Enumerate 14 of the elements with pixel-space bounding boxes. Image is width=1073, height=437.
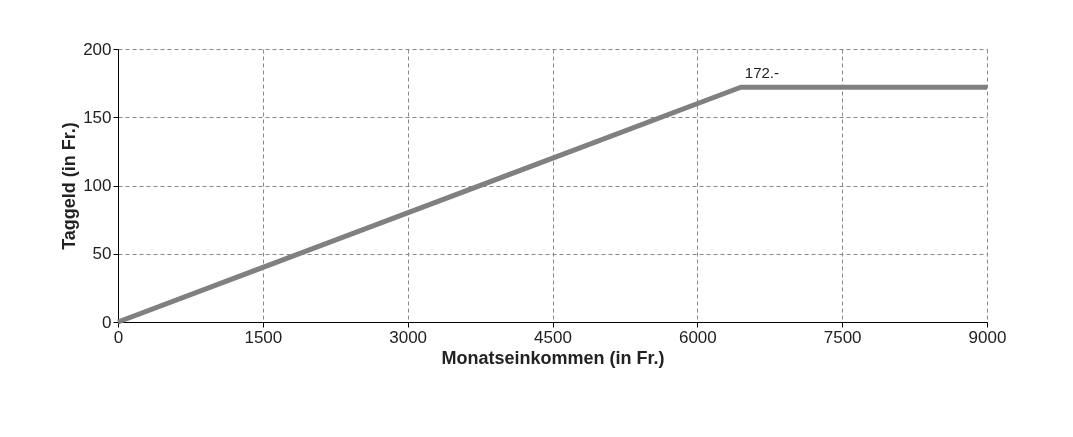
- annotation: 172.-: [744, 64, 779, 82]
- x-tick-label: 9000: [968, 327, 1007, 347]
- x-axis-title: Monatseinkommen (in Fr.): [441, 347, 665, 368]
- x-tick-label: 3000: [389, 327, 428, 347]
- y-tick-label: 150: [83, 107, 112, 127]
- y-axis-title: Taggeld (in Fr.): [59, 122, 80, 250]
- x-tick-label: 4500: [534, 327, 572, 347]
- x-tick-label: 6000: [678, 327, 717, 347]
- y-tick-label: 50: [92, 244, 112, 264]
- y-tick-label: 100: [83, 176, 112, 195]
- y-tick-label: 200: [83, 39, 112, 59]
- x-tick-label: 1500: [244, 327, 283, 347]
- x-tick-label: 7500: [823, 327, 862, 347]
- y-tick-label: 0: [102, 312, 112, 332]
